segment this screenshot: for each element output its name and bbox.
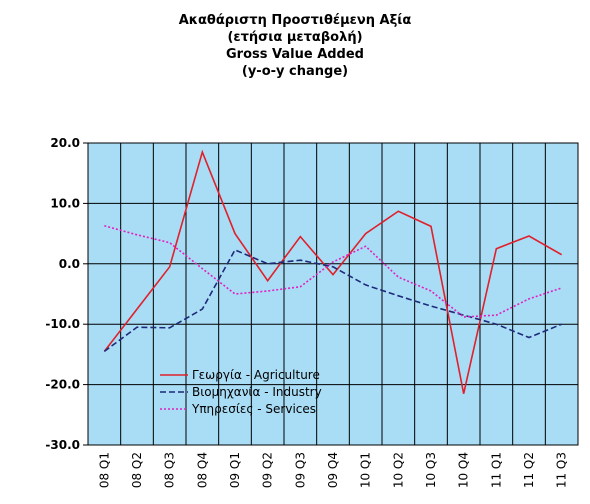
x-tick-label: 10 Q3: [424, 452, 438, 488]
x-tick-label: 08 Q3: [163, 452, 177, 488]
x-tick-label: 09 Q1: [228, 452, 242, 488]
series-line: [103, 149, 563, 394]
series-line: [103, 248, 562, 353]
y-tick-label: 10.0: [50, 196, 80, 210]
x-tick-label: 10 Q1: [359, 452, 373, 488]
x-tick-label: 09 Q3: [293, 452, 307, 488]
y-tick-label: -20.0: [45, 378, 80, 392]
chart-title: Gross Value Added: [226, 47, 364, 62]
x-tick-label: 09 Q2: [261, 452, 275, 488]
x-tick-label: 08 Q1: [97, 452, 111, 488]
legend-label: Υπηρεσίες - Services: [191, 402, 316, 416]
y-tick-label: 0.0: [59, 257, 80, 271]
y-tick-label: -10.0: [45, 317, 80, 331]
chart-title: (ετήσια μεταβολή): [227, 30, 362, 45]
x-tick-label: 11 Q2: [522, 452, 536, 488]
chart-title: (y-o-y change): [242, 64, 348, 79]
plot-area: [88, 143, 578, 445]
series-line: [104, 224, 562, 318]
x-tick-label: 09 Q4: [326, 452, 340, 488]
legend-label: Γεωργία - Agriculture: [192, 368, 320, 382]
plot-border: [87, 142, 579, 446]
x-tick-label: 11 Q1: [489, 452, 503, 488]
x-tick-label: 10 Q2: [391, 452, 405, 488]
x-tick-label: 10 Q4: [457, 452, 471, 488]
legend-label: Βιομηχανία - Industry: [192, 385, 322, 399]
x-tick-label: 11 Q3: [555, 452, 569, 488]
chart-title: Ακαθάριστη Προστιθέμενη Αξία: [179, 13, 412, 28]
x-tick-label: 08 Q2: [130, 452, 144, 488]
x-tick-label: 08 Q4: [195, 452, 209, 488]
y-tick-label: -30.0: [45, 438, 80, 452]
y-tick-label: 20.0: [50, 136, 80, 150]
